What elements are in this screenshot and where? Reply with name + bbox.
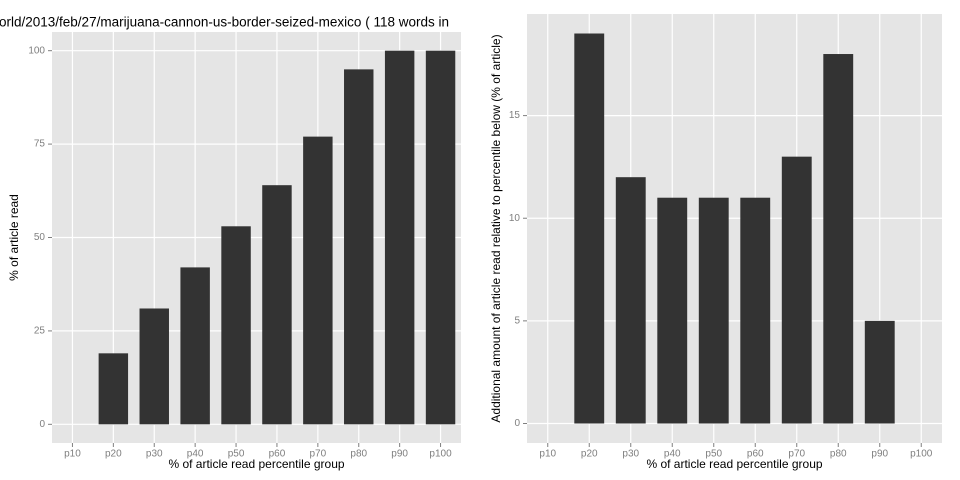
bar [221, 226, 251, 425]
x-axis-title: % of article read percentile group [646, 457, 822, 471]
bar [303, 136, 333, 425]
x-tick-label: p100 [910, 449, 933, 460]
x-tick-label: p90 [871, 449, 888, 460]
y-tick-label: 5 [514, 316, 520, 327]
x-tick-label: p90 [391, 449, 408, 460]
bar [139, 308, 169, 425]
bar [740, 197, 771, 424]
y-tick-label: 0 [514, 418, 520, 429]
x-tick-label: p20 [581, 449, 598, 460]
x-tick-label: p60 [269, 449, 286, 460]
x-tick-label: p40 [664, 449, 681, 460]
bar [262, 185, 292, 425]
bar [823, 54, 854, 424]
y-tick-label: 0 [39, 419, 45, 430]
x-tick-label: p10 [64, 449, 81, 460]
y-tick-label: 50 [34, 232, 46, 243]
bar [615, 177, 646, 424]
x-tick-label: p80 [830, 449, 847, 460]
x-tick-label: p70 [788, 449, 805, 460]
bar [98, 353, 129, 425]
x-tick-label: p10 [539, 449, 556, 460]
bar [781, 156, 812, 424]
x-tick-label: p40 [187, 449, 204, 460]
bar [574, 33, 605, 424]
y-tick-label: 15 [509, 110, 521, 121]
x-axis-title: % of article read percentile group [168, 457, 344, 471]
x-tick-label: p50 [705, 449, 722, 460]
x-tick-label: p60 [747, 449, 764, 460]
y-tick-label: 25 [34, 326, 46, 337]
y-axis-title: Additional amount of article read relati… [489, 34, 503, 422]
x-tick-label: p30 [146, 449, 163, 460]
bar [425, 50, 456, 425]
bar [384, 50, 415, 425]
chart-title: orld/2013/feb/27/marijuana-cannon-us-bor… [0, 15, 449, 30]
bar [657, 197, 688, 424]
x-tick-label: p80 [350, 449, 367, 460]
y-tick-label: 75 [34, 139, 46, 150]
y-tick-label: 10 [509, 213, 521, 224]
x-tick-label: p50 [228, 449, 245, 460]
y-tick-label: 100 [28, 45, 45, 56]
bar [864, 320, 895, 424]
bar [698, 197, 729, 424]
bar [344, 69, 374, 425]
x-tick-label: p70 [310, 449, 327, 460]
bar [180, 267, 210, 425]
x-tick-label: p20 [105, 449, 122, 460]
x-tick-label: p100 [429, 449, 452, 460]
y-axis-title: % of article read [7, 194, 21, 281]
x-tick-label: p30 [622, 449, 639, 460]
